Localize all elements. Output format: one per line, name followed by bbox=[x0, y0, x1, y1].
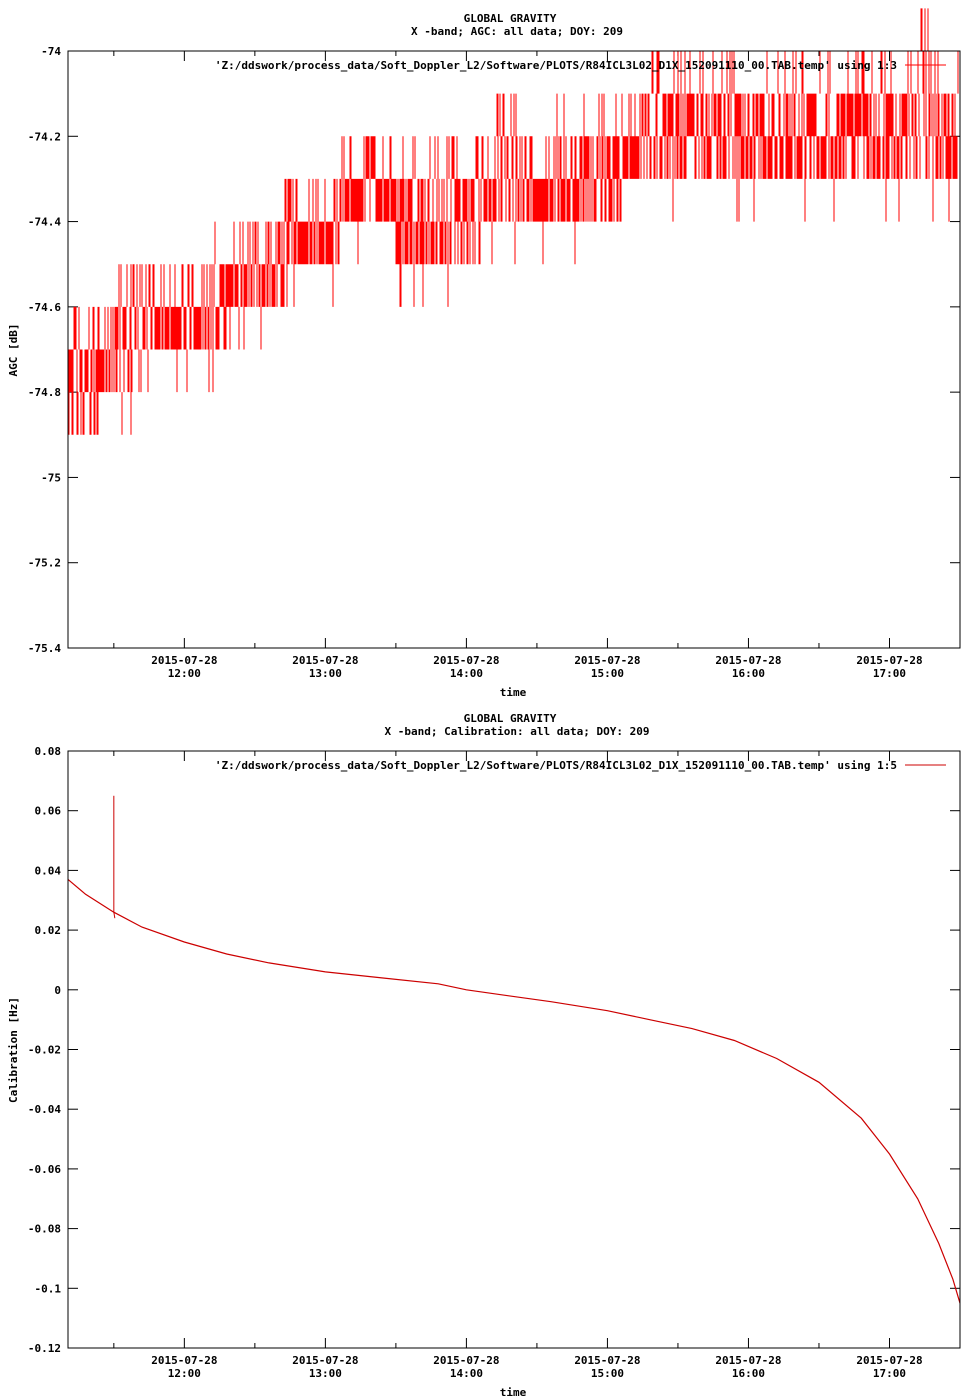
agc-y-tick-label: -75.2 bbox=[28, 557, 61, 570]
calibration-x-tick-date: 2015-07-28 bbox=[856, 1354, 922, 1367]
calibration-x-tick-date: 2015-07-28 bbox=[151, 1354, 217, 1367]
agc-x-tick-date: 2015-07-28 bbox=[715, 654, 781, 667]
agc-axis-ticks: -74 -74.2 -74.4 -74.6 -74.8 -75 -75.2 -75.4 2015… bbox=[28, 45, 960, 680]
agc-y-tick-label: -74.8 bbox=[28, 386, 61, 399]
agc-plot-frame bbox=[67, 50, 961, 649]
agc-y-tick-label: -75.4 bbox=[28, 642, 61, 655]
calibration-spike-dip bbox=[113, 912, 116, 919]
agc-x-tick-time: 16:00 bbox=[732, 667, 765, 680]
calibration-y-tick-label: 0.02 bbox=[35, 924, 62, 937]
calibration-series bbox=[67, 795, 961, 1304]
agc-x-tick-date: 2015-07-28 bbox=[433, 654, 499, 667]
agc-x-tick-time: 14:00 bbox=[450, 667, 483, 680]
agc-x-tick-date: 2015-07-28 bbox=[292, 654, 358, 667]
calibration-x-tick-time: 13:00 bbox=[309, 1367, 342, 1380]
calibration-axis-ticks: 0.08 0.06 0.04 0.02 0 -0.02 -0.04 -0.06 -0.08 -0.… bbox=[28, 745, 960, 1380]
calibration-chart: GLOBAL GRAVITY X -band; Calibration: all… bbox=[7, 712, 961, 1399]
calibration-x-tick-date: 2015-07-28 bbox=[433, 1354, 499, 1367]
calibration-x-tick-time: 15:00 bbox=[591, 1367, 624, 1380]
calibration-x-tick-time: 14:00 bbox=[450, 1367, 483, 1380]
calibration-y-axis-label: Calibration [Hz] bbox=[7, 997, 20, 1103]
calibration-x-tick-date: 2015-07-28 bbox=[574, 1354, 640, 1367]
agc-x-tick-time: 15:00 bbox=[591, 667, 624, 680]
calibration-chart-title: GLOBAL GRAVITY bbox=[464, 712, 557, 725]
agc-chart: GLOBAL GRAVITY X -band; AGC: all data; D… bbox=[7, 8, 961, 699]
calibration-y-tick-label: -0.12 bbox=[28, 1342, 61, 1355]
calibration-x-tick-time: 17:00 bbox=[873, 1367, 906, 1380]
agc-x-tick-date: 2015-07-28 bbox=[574, 654, 640, 667]
agc-x-tick-date: 2015-07-28 bbox=[151, 654, 217, 667]
calibration-y-tick-label: 0 bbox=[54, 984, 61, 997]
agc-chart-title: GLOBAL GRAVITY bbox=[464, 12, 557, 25]
agc-chart-subtitle: X -band; AGC: all data; DOY: 209 bbox=[411, 25, 623, 38]
calibration-y-tick-label: -0.1 bbox=[35, 1282, 62, 1295]
calibration-x-tick-time: 16:00 bbox=[732, 1367, 765, 1380]
calibration-plot-frame bbox=[67, 750, 961, 1349]
agc-x-tick-date: 2015-07-28 bbox=[856, 654, 922, 667]
agc-x-axis-label: time bbox=[500, 686, 527, 699]
calibration-y-tick-label: 0.06 bbox=[35, 805, 62, 818]
agc-series bbox=[68, 8, 959, 435]
calibration-series-line bbox=[67, 878, 961, 1304]
agc-y-tick-label: -74 bbox=[41, 45, 61, 58]
agc-y-tick-label: -74.6 bbox=[28, 301, 61, 314]
agc-y-tick-label: -75 bbox=[41, 471, 61, 484]
agc-y-axis-label: AGC [dB] bbox=[7, 324, 20, 377]
agc-legend-text: 'Z:/ddswork/process_data/Soft_Doppler_L2… bbox=[215, 59, 897, 72]
agc-series-line bbox=[68, 8, 959, 435]
calibration-y-tick-label: 0.04 bbox=[35, 864, 62, 877]
calibration-x-tick-date: 2015-07-28 bbox=[292, 1354, 358, 1367]
calibration-legend-text: 'Z:/ddswork/process_data/Soft_Doppler_L2… bbox=[215, 759, 897, 772]
agc-y-tick-label: -74.2 bbox=[28, 130, 61, 143]
calibration-y-tick-label: -0.06 bbox=[28, 1163, 61, 1176]
agc-x-tick-time: 13:00 bbox=[309, 667, 342, 680]
calibration-y-tick-label: -0.08 bbox=[28, 1223, 61, 1236]
calibration-x-tick-time: 12:00 bbox=[168, 1367, 201, 1380]
agc-x-tick-time: 12:00 bbox=[168, 667, 201, 680]
calibration-y-tick-label: -0.02 bbox=[28, 1044, 61, 1057]
calibration-x-tick-date: 2015-07-28 bbox=[715, 1354, 781, 1367]
calibration-chart-subtitle: X -band; Calibration: all data; DOY: 209 bbox=[385, 725, 650, 738]
calibration-y-tick-label: 0.08 bbox=[35, 745, 62, 758]
agc-y-tick-label: -74.4 bbox=[28, 216, 61, 229]
calibration-y-tick-label: -0.04 bbox=[28, 1103, 61, 1116]
calibration-x-axis-label: time bbox=[500, 1386, 527, 1399]
agc-x-tick-time: 17:00 bbox=[873, 667, 906, 680]
